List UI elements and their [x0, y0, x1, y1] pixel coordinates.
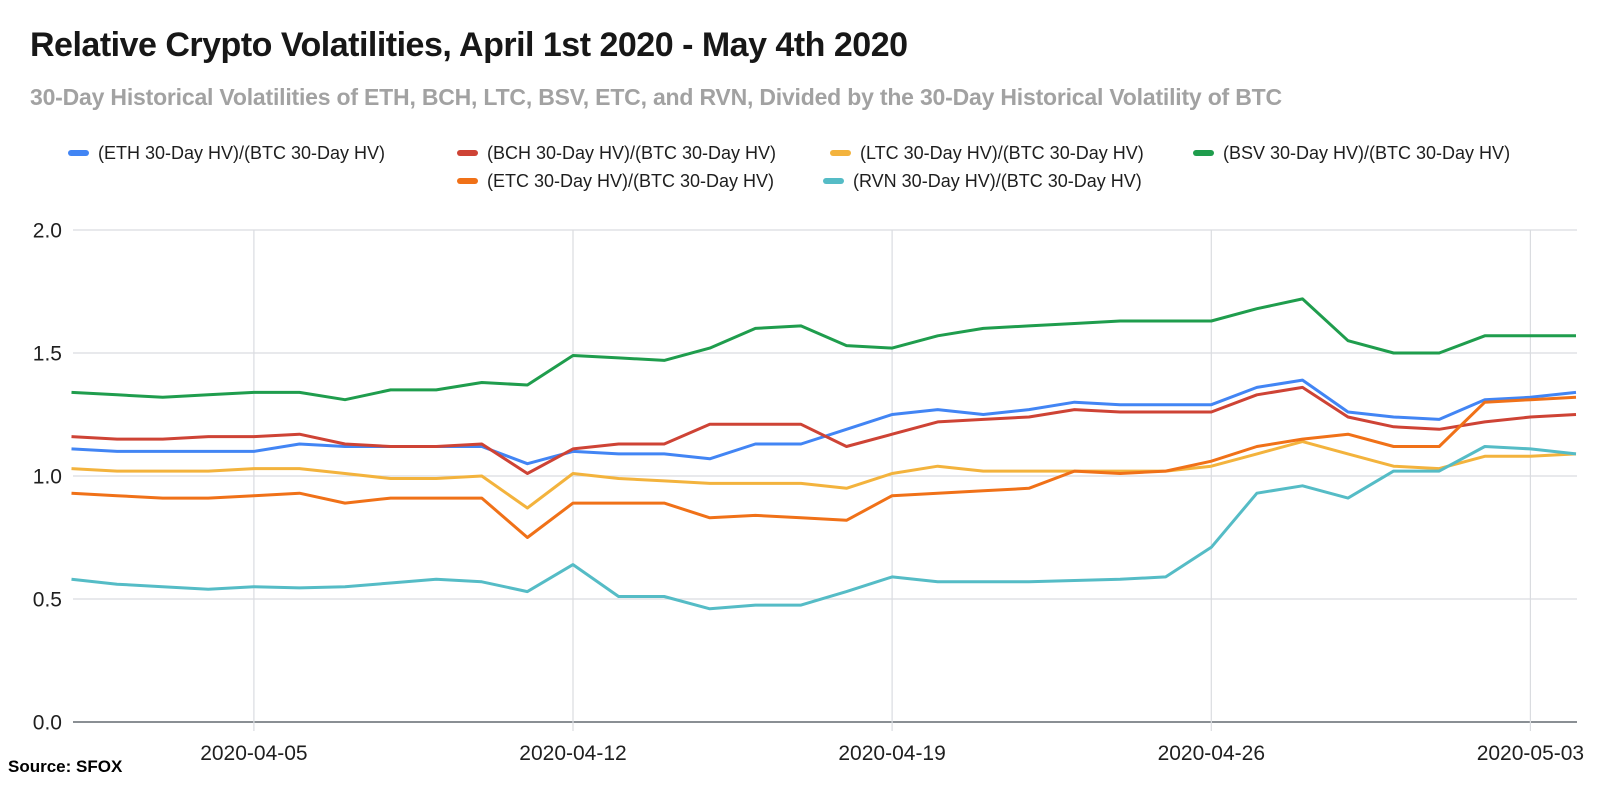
y-tick-label: 1.0: [33, 466, 62, 489]
bsv-series-line: [71, 297, 1576, 402]
y-tick-label: 1.5: [33, 343, 62, 366]
bch-series-line: [71, 385, 1577, 475]
rvn-series-line: [71, 445, 1577, 611]
y-tick-label: 2.0: [33, 220, 62, 243]
x-tick-label: 2020-04-05: [200, 742, 307, 765]
ltc-series-line: [71, 440, 1577, 510]
y-tick-label: 0.0: [33, 712, 62, 735]
x-tick-label: 2020-04-19: [838, 742, 945, 765]
x-tick-label: 2020-05-03: [1477, 742, 1584, 765]
chart-title: Relative Crypto Volatilities, April 1st …: [30, 26, 908, 64]
y-tick-label: 0.5: [33, 589, 62, 612]
x-tick-label: 2020-04-26: [1158, 742, 1265, 765]
source-credit: Source: SFOX: [8, 757, 123, 776]
x-tick-label: 2020-04-12: [519, 742, 626, 765]
chart-subtitle: 30-Day Historical Volatilities of ETH, B…: [30, 84, 1282, 110]
etc-series-line: [71, 395, 1577, 539]
